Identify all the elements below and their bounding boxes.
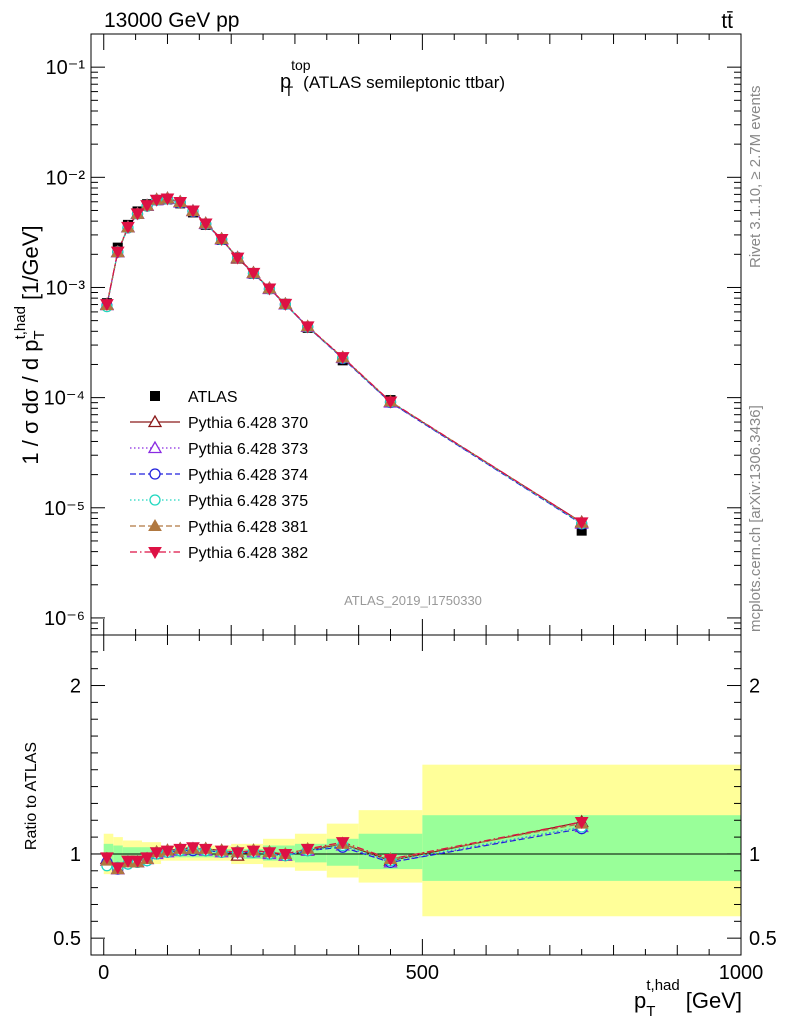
- main-y-axis-label: 1 / σ dσ / d pTt,had[1/GeV]: [12, 225, 48, 464]
- series-marker-main-5: [383, 396, 398, 409]
- series-marker-ratio-5: [173, 843, 188, 856]
- rivet-version-label: Rivet 3.1.10, ≥ 2.7M events: [747, 85, 764, 269]
- analysis-id: ATLAS_2019_I1750330: [344, 593, 482, 608]
- ratio-y-tick-label-left: 2: [70, 676, 81, 698]
- main-y-tick-label: 10⁻⁶: [44, 608, 85, 630]
- legend-marker-atlas: [150, 391, 160, 401]
- series-marker-ratio-5: [160, 845, 175, 858]
- series-marker-ratio-5: [100, 852, 114, 865]
- legend-marker-2: [149, 468, 161, 480]
- series-marker-main-5: [121, 221, 135, 234]
- energy-label: 13000 GeV pp: [104, 9, 239, 32]
- legend-label-2: Pythia 6.428 374: [188, 467, 308, 484]
- axis-ticks: 10⁻¹ 10⁻² 10⁻³ 10⁻⁴ 10⁻⁵ 10⁻⁶ 0 500 1000 0.5 0.5 1 1…: [44, 33, 777, 984]
- legend-label-3: Pythia 6.428 375: [188, 493, 308, 510]
- legend-label-1: Pythia 6.428 373: [188, 441, 308, 458]
- ratio-y-tick-label-right: 1: [749, 844, 760, 866]
- series-marker-main-5: [140, 200, 154, 213]
- main-y-tick-label: 10⁻²: [46, 167, 86, 189]
- ratio-y-axis-label: Ratio to ATLAS: [23, 742, 40, 850]
- series-marker-main-5: [130, 208, 145, 221]
- process-label: tt̄: [721, 10, 733, 33]
- legend-marker-0: [147, 414, 163, 428]
- mcplots-label: mcplots.cern.ch [arXiv:1306.3436]: [747, 405, 764, 632]
- ratio-y-tick-label-left: 1: [70, 844, 81, 866]
- series-marker-ratio-5: [300, 843, 315, 856]
- series-marker-main-5: [230, 252, 245, 265]
- x-tick-label: 500: [406, 962, 439, 984]
- ratio-y-tick-label-right: 0.5: [749, 928, 777, 950]
- series-marker-main-5: [149, 194, 164, 207]
- series-marker-main-5: [246, 267, 261, 280]
- series-marker-main-5: [173, 196, 188, 209]
- series-marker-ratio-5: [383, 854, 398, 867]
- series-marker-main-5: [186, 205, 200, 218]
- svg-text:Ratio to ATLAS: Ratio to ATLAS: [23, 742, 40, 850]
- series-marker-ratio-5: [574, 816, 589, 829]
- series-marker-ratio-5: [110, 862, 125, 875]
- series-marker-main-5: [300, 321, 315, 334]
- series-marker-main-5: [574, 517, 589, 530]
- series-marker-ratio-5: [130, 855, 145, 868]
- legend-marker-3: [149, 494, 161, 506]
- main-y-tick-label: 10⁻⁵: [44, 498, 85, 520]
- series-marker-ratio-5: [262, 847, 277, 860]
- series-marker-main-5: [335, 352, 350, 365]
- x-tick-label: 1000: [719, 962, 764, 984]
- legend-marker-5: [148, 547, 162, 560]
- legend: ATLAS Pythia 6.428 370 Pythia 6.428 373 Pyt…: [130, 389, 308, 562]
- legend-marker-1: [147, 440, 163, 454]
- series-marker-ratio-5: [186, 842, 200, 855]
- series-marker-ratio-5: [121, 855, 135, 868]
- legend-label-0: Pythia 6.428 370: [188, 415, 308, 432]
- series-marker-main-5: [160, 193, 175, 206]
- legend-label-atlas: ATLAS: [188, 389, 238, 406]
- svg-text:1 / σ dσ / d pTt,had[1/GeV]: 1 / σ dσ / d pTt,had[1/GeV]: [12, 225, 48, 464]
- legend-marker-4: [148, 518, 162, 531]
- series-marker-main-5: [214, 234, 229, 247]
- series-marker-main-5: [278, 298, 293, 311]
- ratio-frame: [90, 634, 742, 956]
- ratio-y-tick-label-right: 2: [749, 676, 760, 698]
- legend-label-4: Pythia 6.428 381: [188, 519, 308, 536]
- series-markers: [99, 191, 589, 875]
- main-y-tick-label: 10⁻³: [46, 277, 86, 299]
- x-axis-label: pTt,had[GeV]: [634, 977, 742, 1020]
- main-y-tick-label: 10⁻⁴: [44, 388, 85, 410]
- series-marker-main-5: [100, 299, 114, 312]
- series-marker-ratio-5: [335, 837, 350, 850]
- series-marker-ratio-5: [149, 847, 164, 860]
- ratio-y-tick-label-left: 0.5: [53, 928, 81, 950]
- main-title: ptop T (ATLAS semileptonic ttbar): [280, 57, 505, 99]
- main-y-tick-label: 10⁻¹: [46, 57, 86, 79]
- series-marker-main-5: [262, 283, 277, 296]
- series-marker-main-5: [198, 218, 213, 231]
- series-marker-ratio-5: [140, 852, 154, 865]
- x-tick-label: 0: [98, 962, 109, 984]
- series-marker-ratio-5: [198, 843, 213, 856]
- series-marker-ratio-5: [278, 848, 293, 861]
- atlas-data-point: [576, 525, 587, 536]
- series-marker-main-5: [110, 246, 125, 259]
- series-marker-ratio-5: [246, 845, 261, 858]
- legend-label-5: Pythia 6.428 382: [188, 545, 308, 562]
- series-marker-ratio-5: [214, 845, 229, 858]
- uncertainty-bands: [103, 764, 741, 917]
- series-marker-ratio-5: [230, 847, 245, 860]
